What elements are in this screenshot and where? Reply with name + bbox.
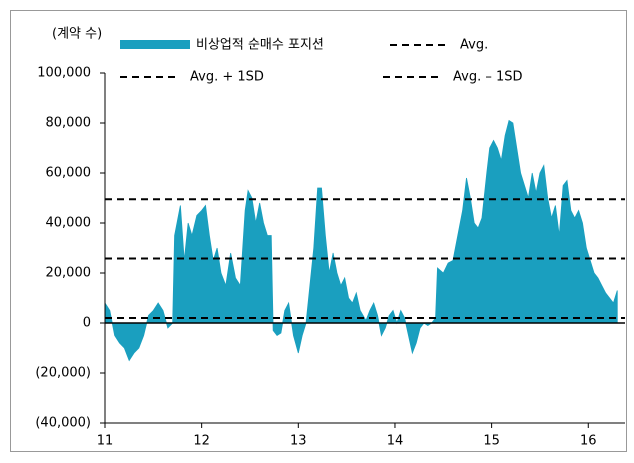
x-tick-label: 12 — [193, 434, 210, 449]
y-tick-label: (20,000) — [35, 366, 91, 381]
y-tick-label: 40,000 — [46, 216, 92, 231]
y-tick-label: 20,000 — [46, 266, 92, 281]
y-tick-label: 0 — [83, 316, 91, 331]
y-tick-label: (40,000) — [35, 416, 91, 431]
x-tick-label: 16 — [580, 434, 597, 449]
y-tick-label: 80,000 — [46, 116, 92, 131]
x-tick-label: 15 — [483, 434, 500, 449]
legend-label: 비상업적 순매수 포지션 — [196, 38, 324, 53]
y-axis-label: (계약 수) — [52, 27, 102, 42]
legend-label: Avg. + 1SD — [190, 70, 264, 85]
y-tick-label: 60,000 — [46, 166, 92, 181]
legend-label: Avg. — [460, 38, 488, 53]
x-tick-label: 14 — [387, 434, 404, 449]
x-tick-label: 11 — [97, 434, 114, 449]
legend-swatch — [120, 40, 190, 49]
legend-label: Avg. – 1SD — [453, 70, 523, 85]
area — [104, 119, 618, 362]
y-tick-label: 100,000 — [37, 66, 91, 81]
x-tick-label: 13 — [290, 434, 307, 449]
